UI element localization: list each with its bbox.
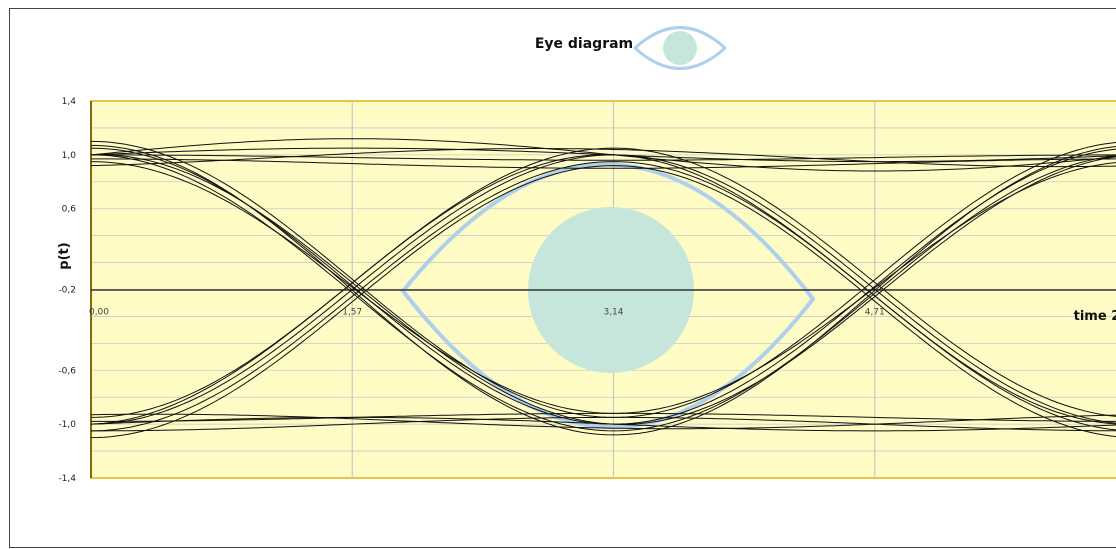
trace-12	[90, 165, 1116, 439]
trace-19	[90, 154, 1116, 425]
chart-title: Eye diagram	[535, 36, 633, 52]
x-tick-label: 4,71	[865, 308, 885, 318]
x-tick-label: 1,57	[342, 308, 362, 318]
trace-11	[90, 147, 1116, 418]
y-tick-label: -1,4	[58, 474, 76, 484]
chart-frame: Eye diagram 1,4 1,0 0,6 -0,2 -0,6 -1,0 -1,4 0,…	[9, 8, 1116, 548]
y-axis-label: p(t)	[57, 242, 72, 269]
y-tick-label: 1,0	[62, 151, 77, 161]
trace-15	[91, 416, 1116, 432]
trace-18	[90, 154, 1116, 425]
y-tick-label: -0,6	[58, 366, 76, 376]
trace-14	[90, 413, 1116, 430]
y-tick-label: -0,2	[58, 286, 76, 296]
x-tick-label: 0,00	[89, 308, 109, 318]
y-tick-labels: 1,4 1,0 0,6 -0,2 -0,6 -1,0 -1,4	[58, 97, 76, 484]
eye-diagram-chart: Eye diagram 1,4 1,0 0,6 -0,2 -0,6 -1,0 -1,4 0,…	[57, 26, 1116, 484]
trace-6	[90, 154, 1116, 432]
y-tick-label: 0,6	[62, 205, 77, 215]
x-tick-label: 3,14	[603, 308, 623, 318]
trace-2	[90, 148, 1116, 168]
eye-logo-outline	[632, 26, 728, 70]
y-tick-label: 1,4	[62, 97, 77, 107]
trace-16	[91, 412, 1116, 422]
signal-traces	[90, 138, 1116, 439]
eye-logo-pupil	[663, 31, 697, 65]
trace-10	[90, 161, 1116, 432]
trace-3	[91, 158, 1116, 169]
eye-logo-icon	[632, 26, 728, 70]
trace-1	[91, 154, 1116, 161]
x-axis-label: time 2πt/T	[1074, 309, 1116, 324]
x-tick-labels: 0,00 1,57 3,14 4,71	[89, 308, 885, 318]
trace-8	[90, 144, 1116, 436]
y-tick-label: -1,0	[58, 420, 76, 430]
